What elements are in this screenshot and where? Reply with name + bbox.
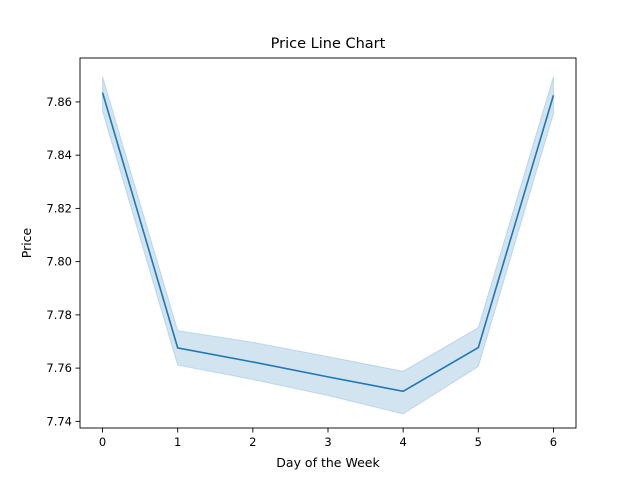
x-tick-label: 0 xyxy=(99,435,106,449)
y-axis: 7.74 7.76 7.78 7.80 7.82 7.84 7.86 xyxy=(46,95,80,428)
chart-title: Price Line Chart xyxy=(271,36,386,52)
y-tick-label: 7.78 xyxy=(46,308,72,322)
y-axis-label: Price xyxy=(19,227,34,258)
x-tick-label: 1 xyxy=(174,435,181,449)
y-tick-label: 7.80 xyxy=(46,255,72,269)
x-tick-label: 2 xyxy=(249,435,256,449)
plot-area xyxy=(101,76,555,415)
x-axis-label: Day of the Week xyxy=(276,455,380,470)
y-tick-label: 7.82 xyxy=(46,201,72,215)
x-tick-label: 6 xyxy=(550,435,557,449)
confidence-band xyxy=(102,76,554,415)
y-tick-label: 7.84 xyxy=(46,148,72,162)
x-tick-label: 5 xyxy=(475,435,482,449)
series-line xyxy=(101,92,555,393)
y-tick-label: 7.74 xyxy=(46,414,72,428)
x-axis: 0 1 2 3 4 5 6 xyxy=(99,428,557,449)
x-tick-label: 3 xyxy=(324,435,331,449)
x-tick-label: 4 xyxy=(399,435,406,449)
y-tick-label: 7.86 xyxy=(46,95,72,109)
y-tick-label: 7.76 xyxy=(46,361,72,375)
